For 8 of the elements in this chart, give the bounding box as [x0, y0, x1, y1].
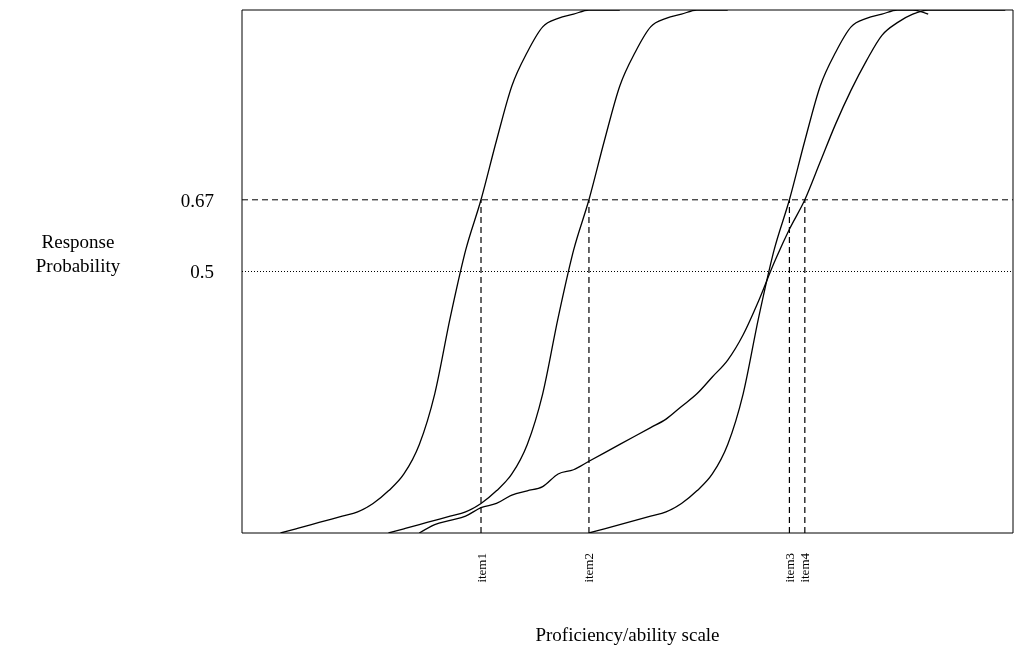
y-tick-label: 0.67	[180, 189, 214, 211]
x-tick-label: item1	[473, 553, 489, 583]
x-tick-label: item3	[781, 553, 797, 583]
y-tick-label: 0.5	[190, 261, 214, 283]
x-tick-label: item4	[797, 552, 813, 583]
y-axis-title: Response Probability	[34, 230, 122, 278]
x-tick-label: item2	[581, 553, 597, 583]
x-axis-title: Proficiency/ability scale	[535, 624, 720, 645]
